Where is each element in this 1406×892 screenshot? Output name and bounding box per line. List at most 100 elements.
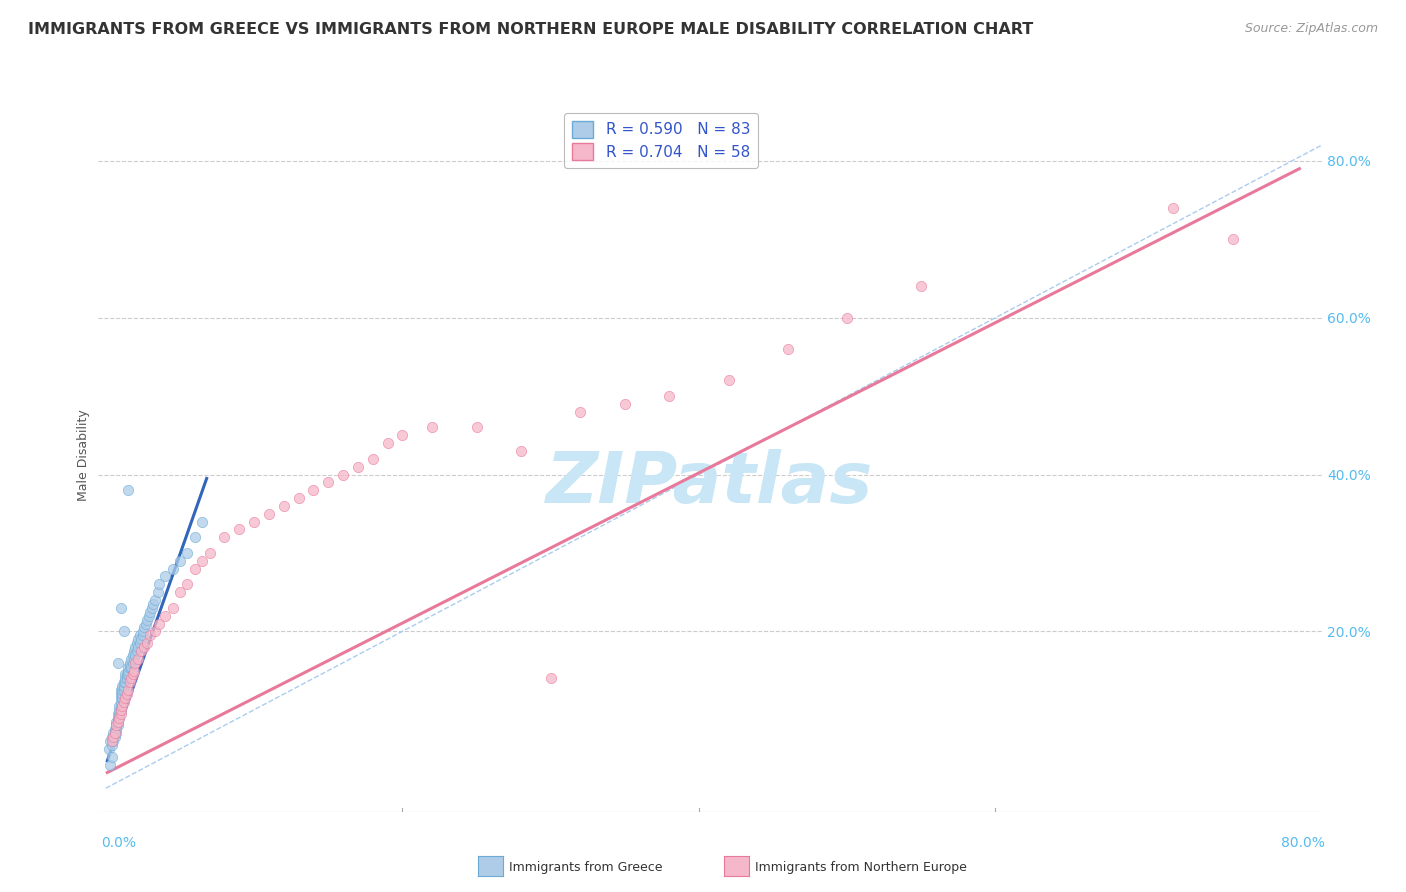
Point [131,632,153,647]
Point [228,523,250,537]
Point [910,279,932,293]
Point [117,483,139,498]
Point [103,730,125,744]
Point [120,652,142,666]
Point [129,636,152,650]
Text: IMMIGRANTS FROM GREECE VS IMMIGRANTS FROM NORTHERN EUROPE MALE DISABILITY CORREL: IMMIGRANTS FROM GREECE VS IMMIGRANTS FRO… [28,22,1033,37]
Point [107,656,129,670]
Point [107,714,129,729]
Point [108,711,131,725]
Point [105,718,128,732]
Point [107,718,129,732]
Y-axis label: Male Disability: Male Disability [77,409,90,500]
Point [153,569,176,583]
Text: ZIPatlas: ZIPatlas [547,449,873,518]
Point [257,507,280,521]
Point [103,726,125,740]
Point [108,706,131,721]
Point [100,749,122,764]
Point [114,667,136,681]
Point [112,624,135,639]
Point [121,648,143,662]
Point [837,310,859,325]
Point [120,659,142,673]
Point [717,373,740,387]
Point [302,483,325,498]
Point [117,659,139,673]
Point [465,420,488,434]
Point [108,698,131,713]
Point [184,530,207,544]
Point [120,672,142,686]
Point [176,577,198,591]
Point [111,687,134,701]
Point [104,723,127,737]
Point [110,687,132,701]
Point [420,420,443,434]
Point [117,664,139,678]
Point [132,624,155,639]
Point [141,600,163,615]
Point [613,397,636,411]
Point [118,675,141,690]
Point [332,467,354,482]
Point [139,605,162,619]
Point [658,389,681,403]
Point [112,679,135,693]
Point [198,546,221,560]
Point [105,718,128,732]
Point [136,613,159,627]
Point [287,491,309,505]
Point [110,695,132,709]
Point [361,451,384,466]
Point [118,656,141,670]
Point [136,636,159,650]
Point [127,632,149,647]
Point [114,675,136,690]
Point [100,734,122,748]
Point [121,667,143,681]
Point [131,644,153,658]
Point [110,683,132,698]
Point [122,652,145,666]
Point [169,585,191,599]
Point [138,608,160,623]
Point [540,672,562,686]
Point [107,711,129,725]
Point [114,672,136,686]
Point [111,679,134,693]
Point [176,546,198,560]
Text: 80.0%: 80.0% [1281,836,1324,850]
Point [112,675,135,690]
Point [391,428,413,442]
Point [104,726,127,740]
Point [104,730,127,744]
Point [139,628,162,642]
Point [273,499,295,513]
Point [124,640,146,654]
Point [105,726,128,740]
Point [124,656,146,670]
Point [111,691,134,706]
Point [105,714,128,729]
Point [122,644,145,658]
Point [112,695,135,709]
Point [184,561,207,575]
Text: Immigrants from Northern Europe: Immigrants from Northern Europe [755,861,967,873]
Legend: R = 0.590   N = 83, R = 0.704   N = 58: R = 0.590 N = 83, R = 0.704 N = 58 [564,113,758,168]
Point [108,711,131,725]
Point [510,444,533,458]
Point [121,656,143,670]
Point [142,597,165,611]
Point [107,714,129,729]
Point [1222,232,1244,246]
Text: Source: ZipAtlas.com: Source: ZipAtlas.com [1244,22,1378,36]
Point [776,342,799,356]
Point [108,703,131,717]
Point [569,405,592,419]
Text: Immigrants from Greece: Immigrants from Greece [509,861,662,873]
Point [169,554,191,568]
Point [110,703,132,717]
Point [110,691,132,706]
Point [115,687,138,701]
